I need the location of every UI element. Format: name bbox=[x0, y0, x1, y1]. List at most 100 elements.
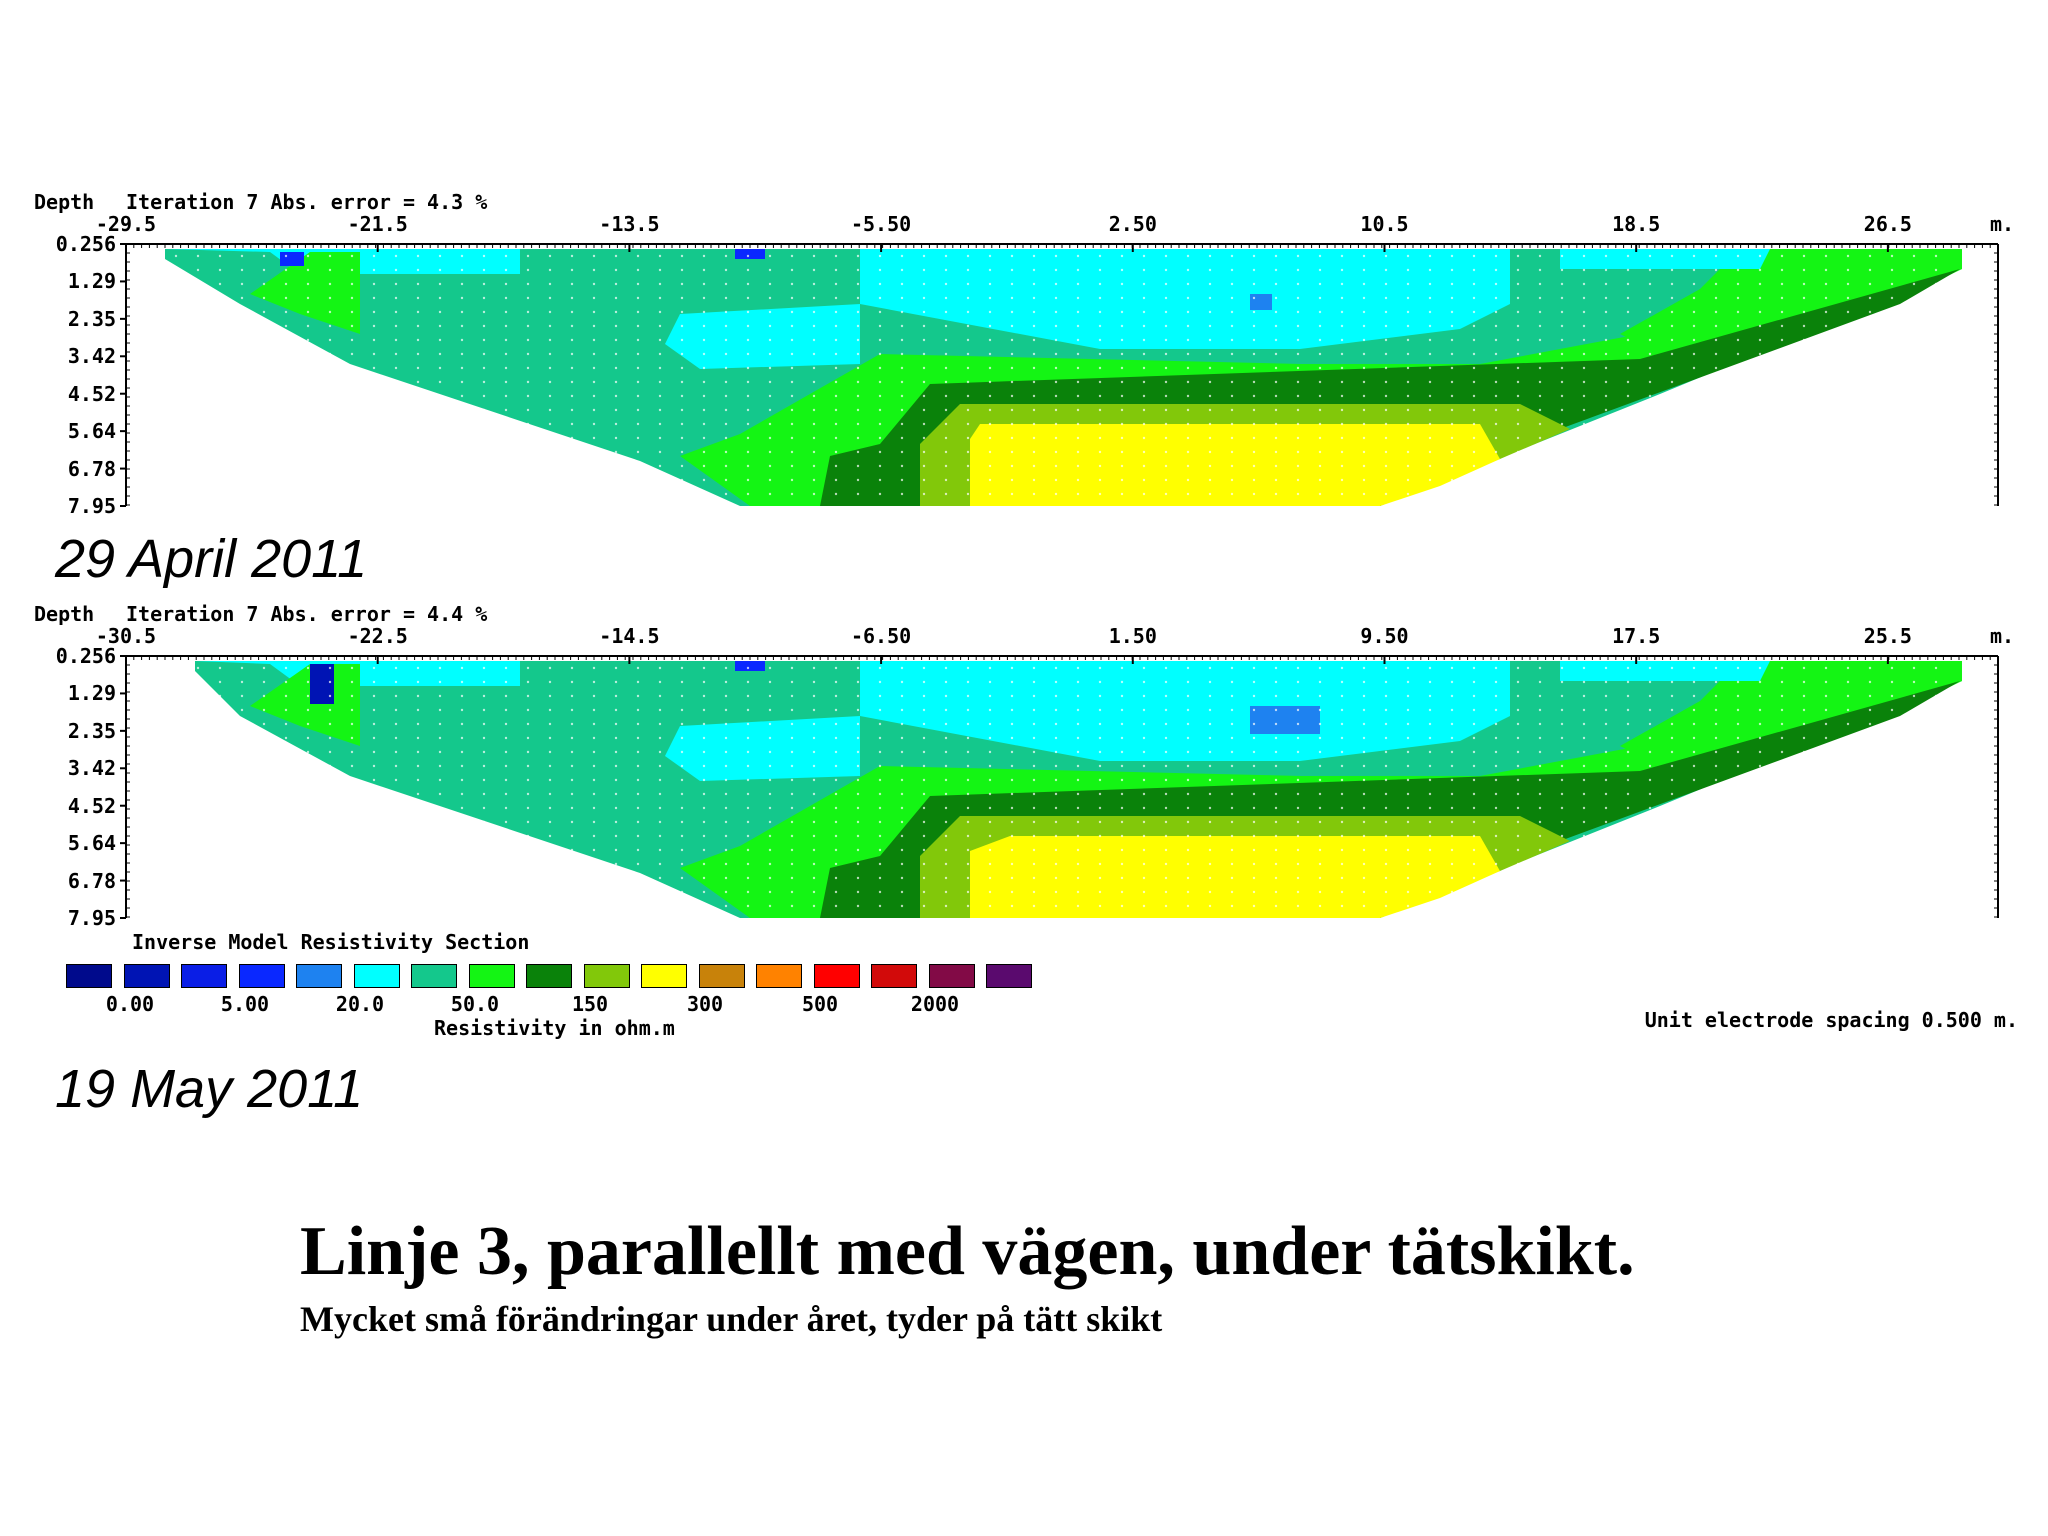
datum-point bbox=[1230, 792, 1234, 796]
datum-point bbox=[372, 436, 376, 440]
datum-point bbox=[372, 352, 376, 356]
datum-point bbox=[1296, 282, 1300, 286]
datum-point bbox=[570, 324, 574, 328]
zone-blue-spot bbox=[1250, 706, 1320, 734]
datum-point bbox=[988, 338, 992, 342]
datum-point bbox=[636, 310, 640, 314]
datum-point bbox=[328, 792, 332, 796]
datum-point bbox=[1098, 736, 1102, 740]
legend-swatch bbox=[181, 964, 227, 988]
datum-point bbox=[350, 394, 354, 398]
datum-point bbox=[1142, 394, 1146, 398]
datum-point bbox=[1076, 366, 1080, 370]
datum-point bbox=[460, 722, 464, 726]
zone-300-ohm bbox=[970, 424, 1500, 506]
datum-point bbox=[1538, 680, 1542, 684]
datum-point bbox=[658, 750, 662, 754]
datum-point bbox=[1494, 464, 1498, 468]
datum-point bbox=[1648, 708, 1652, 712]
datum-point bbox=[196, 890, 200, 894]
datum-point bbox=[526, 680, 530, 684]
datum-point bbox=[1032, 296, 1036, 300]
datum-point bbox=[196, 848, 200, 852]
datum-point bbox=[922, 694, 926, 698]
datum-point bbox=[790, 366, 794, 370]
datum-point bbox=[1736, 492, 1740, 496]
datum-point bbox=[1868, 806, 1872, 810]
datum-point bbox=[416, 890, 420, 894]
datum-point bbox=[966, 324, 970, 328]
datum-point bbox=[1054, 680, 1058, 684]
datum-point bbox=[1626, 890, 1630, 894]
datum-point bbox=[240, 380, 244, 384]
datum-point bbox=[394, 492, 398, 496]
datum-point bbox=[1142, 848, 1146, 852]
datum-point bbox=[592, 478, 596, 482]
datum-point bbox=[1890, 282, 1894, 286]
datum-point bbox=[900, 764, 904, 768]
datum-point bbox=[1186, 268, 1190, 272]
datum-point bbox=[1032, 834, 1036, 838]
datum-point bbox=[1912, 394, 1916, 398]
datum-point bbox=[1516, 680, 1520, 684]
datum-point bbox=[196, 806, 200, 810]
datum-point bbox=[592, 666, 596, 670]
datum-point bbox=[218, 366, 222, 370]
datum-point bbox=[570, 282, 574, 286]
datum-point bbox=[218, 380, 222, 384]
datum-point bbox=[1604, 736, 1608, 740]
datum-point bbox=[1472, 708, 1476, 712]
datum-point bbox=[1868, 680, 1872, 684]
datum-point bbox=[218, 708, 222, 712]
datum-point bbox=[1054, 666, 1058, 670]
legend-swatch bbox=[411, 964, 457, 988]
datum-point bbox=[174, 338, 178, 342]
datum-point bbox=[570, 904, 574, 908]
datum-point bbox=[790, 750, 794, 754]
datum-point bbox=[1230, 478, 1234, 482]
datum-point bbox=[240, 492, 244, 496]
datum-point bbox=[1164, 680, 1168, 684]
legend-swatch bbox=[986, 964, 1032, 988]
datum-point bbox=[1846, 464, 1850, 468]
datum-point bbox=[262, 422, 266, 426]
datum-point bbox=[768, 380, 772, 384]
datum-point bbox=[944, 394, 948, 398]
datum-point bbox=[218, 778, 222, 782]
datum-point bbox=[1318, 282, 1322, 286]
datum-point bbox=[1560, 352, 1564, 356]
datum-point bbox=[1384, 806, 1388, 810]
datum-point bbox=[1538, 806, 1542, 810]
datum-point bbox=[1648, 694, 1652, 698]
datum-point bbox=[944, 806, 948, 810]
datum-point bbox=[1098, 436, 1102, 440]
datum-point bbox=[1824, 394, 1828, 398]
datum-point bbox=[1912, 722, 1916, 726]
datum-point bbox=[812, 408, 816, 412]
datum-point bbox=[1648, 820, 1652, 824]
datum-point bbox=[1076, 352, 1080, 356]
datum-point bbox=[1714, 806, 1718, 810]
datum-point bbox=[1186, 310, 1190, 314]
datum-point bbox=[1252, 736, 1256, 740]
datum-point bbox=[1516, 282, 1520, 286]
datum-point bbox=[1230, 436, 1234, 440]
datum-point bbox=[1780, 862, 1784, 866]
datum-point bbox=[1780, 876, 1784, 880]
datum-point bbox=[834, 366, 838, 370]
datum-point bbox=[724, 778, 728, 782]
datum-point bbox=[1010, 736, 1014, 740]
datum-point bbox=[1890, 366, 1894, 370]
datum-point bbox=[1186, 904, 1190, 908]
datum-point bbox=[1340, 862, 1344, 866]
datum-point bbox=[284, 666, 288, 670]
datum-point bbox=[1736, 478, 1740, 482]
datum-point bbox=[1802, 492, 1806, 496]
datum-point bbox=[1274, 268, 1278, 272]
datum-point bbox=[988, 778, 992, 782]
datum-point bbox=[636, 666, 640, 670]
datum-point bbox=[218, 694, 222, 698]
datum-point bbox=[1362, 778, 1366, 782]
datum-point bbox=[856, 492, 860, 496]
datum-point bbox=[790, 492, 794, 496]
